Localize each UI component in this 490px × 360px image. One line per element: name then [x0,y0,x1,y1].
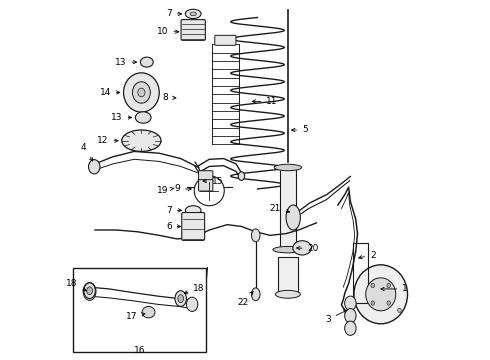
Ellipse shape [344,309,356,323]
FancyBboxPatch shape [215,35,236,45]
Ellipse shape [87,287,93,295]
FancyBboxPatch shape [182,212,205,240]
FancyBboxPatch shape [198,180,213,191]
Text: 15: 15 [203,176,223,185]
Ellipse shape [275,291,300,298]
Ellipse shape [293,241,312,255]
Text: 7: 7 [166,9,182,18]
Text: 10: 10 [157,27,179,36]
Ellipse shape [371,283,374,288]
Ellipse shape [185,9,201,18]
Text: 6: 6 [166,222,180,231]
Ellipse shape [387,283,391,288]
Ellipse shape [344,296,356,310]
Ellipse shape [83,283,96,300]
Ellipse shape [178,295,184,302]
Ellipse shape [185,206,201,215]
Text: 13: 13 [115,58,137,67]
Ellipse shape [398,308,401,312]
Bar [280,166,296,251]
Ellipse shape [140,57,153,67]
Text: 9: 9 [174,184,191,193]
Ellipse shape [142,306,155,318]
Ellipse shape [186,297,198,311]
Ellipse shape [135,112,151,123]
Ellipse shape [132,82,150,103]
Ellipse shape [274,164,302,171]
Ellipse shape [387,301,391,305]
Ellipse shape [238,172,245,180]
Ellipse shape [286,205,300,230]
Ellipse shape [251,288,260,301]
FancyBboxPatch shape [198,171,213,182]
Text: 7: 7 [166,206,182,215]
Ellipse shape [344,321,356,336]
Text: 11: 11 [252,97,278,106]
Ellipse shape [371,301,374,305]
Text: 3: 3 [325,310,347,324]
Text: 21: 21 [270,204,290,213]
Text: 20: 20 [296,244,319,253]
Text: 18: 18 [184,284,205,294]
Text: 17: 17 [126,312,145,321]
Ellipse shape [366,278,396,311]
Bar [353,243,368,303]
Text: 2: 2 [359,251,376,260]
Bar [278,257,298,294]
Ellipse shape [138,88,145,97]
Text: 1: 1 [381,284,408,293]
Text: 18: 18 [66,279,86,291]
Text: 22: 22 [237,292,253,307]
Ellipse shape [122,130,161,152]
Ellipse shape [251,229,260,242]
Ellipse shape [273,247,303,253]
Ellipse shape [89,159,100,174]
Text: 16: 16 [133,346,145,355]
Text: 14: 14 [99,88,120,97]
Ellipse shape [84,283,96,298]
Text: 12: 12 [97,136,118,145]
Text: 4: 4 [80,143,93,161]
Text: 13: 13 [111,113,132,122]
Ellipse shape [175,291,186,306]
Ellipse shape [354,265,408,324]
Bar [73,267,206,352]
Text: 19: 19 [157,185,174,194]
Ellipse shape [123,73,159,112]
Ellipse shape [190,12,196,16]
FancyBboxPatch shape [181,19,205,40]
Text: 5: 5 [292,126,308,135]
Text: 8: 8 [163,93,176,102]
